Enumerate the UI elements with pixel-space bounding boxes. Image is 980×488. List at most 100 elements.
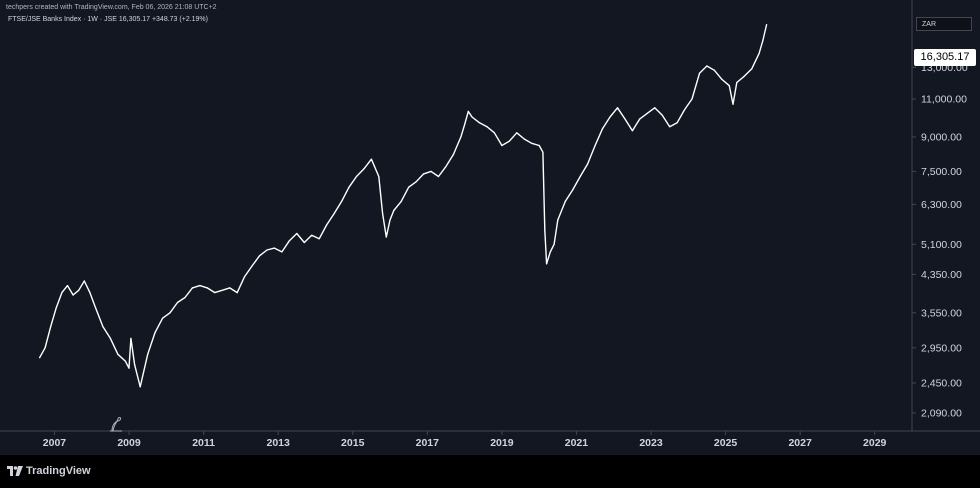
price-series-line[interactable] (38, 24, 768, 388)
price-point (691, 98, 693, 100)
price-point (258, 255, 261, 257)
price-point (408, 186, 410, 188)
price-point (184, 296, 186, 299)
price-point (385, 236, 387, 238)
price-point (471, 116, 473, 118)
symbol-legend[interactable]: FTSE/JSE Banks Index · 1W · JSE 16,305.1… (8, 16, 208, 23)
price-point (706, 65, 708, 67)
price-tick-label: 6,300.00 (921, 199, 962, 211)
price-point (382, 213, 384, 215)
price-point (124, 360, 126, 362)
price-point (229, 287, 231, 289)
price-point (460, 136, 462, 138)
price-point (117, 353, 119, 355)
price-point (72, 294, 74, 296)
price-tick-label: 7,500.00 (921, 166, 962, 178)
price-point (378, 175, 380, 178)
price-tick-label: 5,100.00 (921, 239, 962, 251)
price-point (139, 386, 141, 388)
price-point (544, 229, 546, 231)
price-point (128, 367, 130, 369)
price-tick-label: 4,350.00 (921, 269, 962, 281)
price-point (493, 132, 495, 134)
price-point (478, 122, 481, 124)
price-point (389, 219, 391, 221)
price-point (130, 337, 132, 339)
price-point (523, 138, 525, 140)
time-tick-label: 2011 (192, 437, 215, 449)
price-point (587, 163, 589, 165)
price-point (191, 287, 193, 289)
tradingview-logo-text: TradingView (26, 465, 91, 477)
price-point (326, 224, 328, 226)
price-point (162, 317, 164, 319)
price-point (631, 130, 634, 132)
price-point (61, 292, 63, 294)
price-point (430, 170, 432, 172)
price-point (486, 126, 488, 128)
price-point (743, 75, 745, 77)
price-point (508, 140, 510, 142)
time-tick-label: 2015 (341, 437, 365, 449)
time-tick-label: 2019 (490, 437, 514, 449)
price-point (244, 276, 246, 278)
price-point (624, 118, 626, 120)
price-point (221, 289, 223, 291)
price-point (281, 251, 283, 253)
price-point (542, 151, 544, 153)
price-point (363, 168, 365, 170)
price-point (546, 263, 548, 265)
price-point (214, 292, 216, 294)
price-tick-label: 3,550.00 (921, 307, 962, 319)
price-point (355, 175, 358, 178)
time-tick-label: 2017 (416, 437, 440, 449)
time-tick-label: 2007 (43, 437, 67, 449)
price-point (501, 144, 503, 147)
price-point (437, 175, 440, 178)
price-point (288, 240, 290, 242)
price-point (94, 307, 97, 309)
time-axis[interactable]: 2007 2009 2011 2013 2015 2017 2019 2021 2023 2025… (0, 430, 980, 449)
price-point (728, 85, 730, 87)
price-point (176, 301, 179, 304)
price-tick-label: 2,450.00 (921, 377, 962, 389)
price-point (44, 347, 46, 349)
price-point (579, 175, 581, 178)
price-point (333, 213, 335, 215)
price-point (713, 69, 716, 71)
price-point (251, 265, 253, 267)
price-tick-label: 2,090.00 (921, 407, 962, 419)
price-point (549, 251, 551, 253)
last-price-badge: 16,305.17 (914, 49, 976, 66)
price-point (102, 326, 104, 328)
time-tick-label: 2023 (639, 437, 663, 449)
price-point (676, 122, 678, 124)
tradingview-logo[interactable]: TradingView (7, 465, 91, 477)
time-tick-label: 2013 (266, 437, 290, 449)
price-point (758, 52, 760, 55)
plot-area[interactable] (38, 24, 768, 388)
price-point (423, 173, 425, 175)
price-point (639, 118, 641, 120)
price-point (601, 128, 604, 130)
price-point (669, 126, 671, 128)
currency-selector[interactable]: ZAR (916, 17, 972, 31)
time-tick-label: 2029 (863, 437, 887, 449)
dino-icon (110, 416, 122, 432)
price-point (311, 234, 313, 236)
time-tick-label: 2025 (714, 437, 738, 449)
price-tick-label: 11,000.00 (921, 93, 967, 105)
price-point (654, 107, 656, 109)
price-point (318, 238, 320, 240)
price-point (55, 307, 57, 309)
time-tick-label: 2009 (117, 437, 141, 449)
price-point (66, 285, 69, 287)
price-point (531, 142, 533, 144)
price-point (464, 124, 466, 126)
price-point (564, 200, 566, 202)
price-point (557, 219, 559, 221)
price-point (370, 158, 372, 160)
